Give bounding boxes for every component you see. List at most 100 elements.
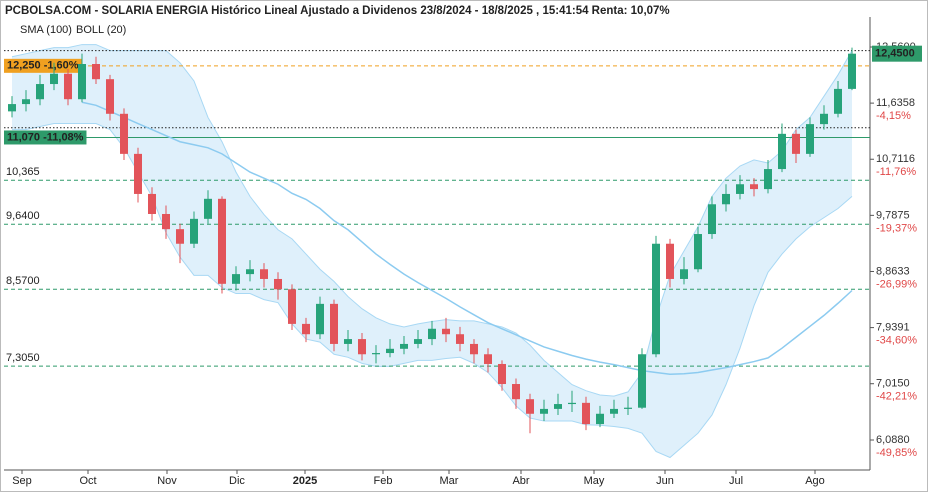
candle-body <box>568 402 576 405</box>
candle-body <box>428 328 436 340</box>
candle-body <box>78 64 86 100</box>
candle-body <box>806 124 814 154</box>
candle-body <box>624 407 632 409</box>
candle-body <box>680 269 688 279</box>
candle-body <box>778 133 786 170</box>
y-tick-label: 11,6358 <box>876 97 915 109</box>
y-tick-change: -19,37% <box>876 222 917 234</box>
candle-body <box>638 354 646 408</box>
candle-body <box>274 278 282 290</box>
candle-body <box>722 193 730 205</box>
last-price-label: 12,4500 <box>875 48 915 60</box>
last-price-box <box>872 45 922 62</box>
candle-body <box>736 184 744 194</box>
candle-body <box>750 184 758 190</box>
x-tick-label: Abr <box>512 475 529 487</box>
candle-body <box>162 213 170 230</box>
x-tick-label: May <box>584 475 605 487</box>
candle-body <box>848 53 856 89</box>
candle-body <box>50 73 58 85</box>
x-tick-label: Dic <box>229 475 245 487</box>
level-label-box <box>4 58 82 73</box>
candle-body <box>148 193 156 214</box>
candle-body <box>64 73 72 100</box>
y-tick-label: 10,7116 <box>876 153 915 165</box>
candle-body <box>610 408 618 414</box>
y-tick-change: -4,15% <box>876 110 911 122</box>
candle-body <box>456 334 464 344</box>
level-label: 10,365 <box>6 166 40 178</box>
candle-body <box>134 153 142 194</box>
candle-body <box>120 113 128 154</box>
candle-body <box>106 79 114 114</box>
y-tick-change: -11,76% <box>876 166 916 178</box>
candle-body <box>330 303 338 344</box>
candle-body <box>820 113 828 125</box>
candle-body <box>302 323 310 335</box>
candle-body <box>442 328 450 335</box>
sma-line <box>81 101 853 376</box>
candle-body <box>414 339 422 344</box>
candle-body <box>190 218 198 244</box>
candle-body <box>260 269 268 279</box>
level-label: 9,6400 <box>6 210 40 222</box>
x-tick-label: Sep <box>12 475 32 487</box>
candle-body <box>36 84 44 100</box>
level-label: 8,5700 <box>6 275 40 287</box>
candle-body <box>176 229 184 244</box>
y-tick-label: 8,8633 <box>876 265 910 277</box>
candle-body <box>288 289 296 324</box>
candle-body <box>400 343 408 349</box>
candle-body <box>372 353 380 355</box>
x-tick-label: Jun <box>656 475 674 487</box>
candle-body <box>834 88 842 114</box>
candle-body <box>246 269 254 275</box>
x-tick-label: Nov <box>157 475 177 487</box>
y-tick-label: 7,9391 <box>876 322 910 334</box>
x-tick-label: Ago <box>805 475 825 487</box>
x-tick-label: Oct <box>79 475 96 487</box>
level-label-box <box>4 130 87 145</box>
candle-body <box>358 339 366 355</box>
candle-body <box>666 243 674 279</box>
candle-body <box>554 404 562 409</box>
candle-body <box>218 198 226 284</box>
candle-body <box>540 408 548 414</box>
x-tick-label: 2025 <box>293 475 317 487</box>
y-tick-change: -34,60% <box>876 335 917 347</box>
y-tick-change: -26,99% <box>876 278 917 290</box>
candle-body <box>8 104 16 112</box>
legend-sma: SMA (100) <box>20 24 72 36</box>
candle-body <box>92 64 100 80</box>
bollinger-band <box>12 44 852 458</box>
candle-body <box>316 303 324 335</box>
candle-body <box>764 169 772 190</box>
candle-body <box>470 343 478 355</box>
candle-body <box>582 402 590 425</box>
candle-body <box>694 234 702 270</box>
candle-body <box>232 274 240 284</box>
level-label: 12,250 -1,60% <box>7 60 79 72</box>
y-tick-change: -42,21% <box>876 391 917 403</box>
level-label: 11,070 -11,08% <box>7 131 84 143</box>
x-tick-label: Jul <box>729 475 743 487</box>
chart-title: PCBOLSA.COM - SOLARIA ENERGIA Histórico … <box>5 5 670 17</box>
candle-body <box>526 399 534 414</box>
level-label: 7,3050 <box>6 352 40 364</box>
candle-body <box>22 99 30 105</box>
candle-body <box>652 243 660 355</box>
y-tick-label: 6,0880 <box>876 434 910 446</box>
x-tick-label: Mar <box>440 475 459 487</box>
candle-body <box>386 348 394 354</box>
candle-body <box>484 354 492 364</box>
y-tick-label: 7,0150 <box>876 378 910 390</box>
candle-body <box>596 413 604 425</box>
x-tick-label: Feb <box>374 475 393 487</box>
y-tick-change: -49,85% <box>876 447 917 459</box>
candle-body <box>498 363 506 385</box>
candle-body <box>792 133 800 154</box>
candle-body <box>512 384 520 400</box>
